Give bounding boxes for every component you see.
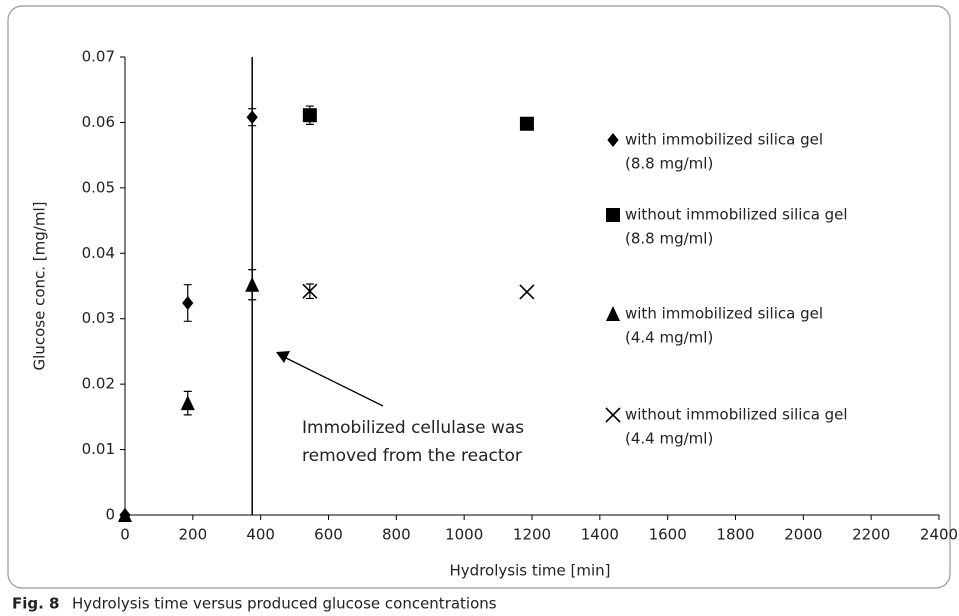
- y-tick-label: 0.07: [82, 48, 115, 66]
- x-tick-label: 1200: [513, 526, 551, 544]
- marker: [519, 284, 535, 300]
- legend-note: (8.8 mg/ml): [625, 230, 713, 248]
- annotation: Immobilized cellulase was: [302, 418, 524, 438]
- marker: [302, 283, 318, 299]
- arrow-head: [276, 351, 290, 363]
- marker: [302, 108, 317, 123]
- y-tick-label: 0.04: [82, 244, 115, 262]
- legend-marker: [607, 133, 619, 147]
- annotation-arrow: [285, 357, 384, 407]
- x-tick-label: 800: [382, 526, 411, 544]
- y-tick-label: 0.06: [82, 113, 115, 131]
- legend-label: without immobilized silica gel: [625, 406, 848, 424]
- x-tick-label: 2000: [784, 526, 822, 544]
- marker: [245, 276, 260, 292]
- marker: [118, 507, 132, 522]
- x-tick-label: 1800: [716, 526, 754, 544]
- marker: [246, 110, 258, 125]
- x-axis-title: Hydrolysis time [min]: [450, 562, 611, 580]
- legend-note: (4.4 mg/ml): [625, 329, 713, 347]
- frame: [7, 5, 951, 589]
- x-tick-label: 200: [179, 526, 208, 544]
- x-tick-label: 0: [120, 526, 130, 544]
- annotation: removed from the reactor: [302, 446, 522, 466]
- legend-label: with immobilized silica gel: [625, 131, 823, 149]
- y-tick-label: 0: [105, 506, 115, 524]
- legend-marker: [606, 208, 620, 222]
- legend-note: (8.8 mg/ml): [625, 155, 713, 173]
- legend-label: with immobilized silica gel: [625, 305, 823, 323]
- legend-label: without immobilized silica gel: [625, 206, 848, 224]
- y-tick-label: 0.03: [82, 309, 115, 327]
- y-axis-title: Glucose conc. [mg/ml]: [31, 202, 49, 371]
- y-tick-label: 0.01: [82, 440, 115, 458]
- marker: [180, 395, 195, 411]
- x-tick-label: 2400: [920, 526, 958, 544]
- x-tick-label: 1600: [649, 526, 687, 544]
- marker: [182, 296, 194, 311]
- legend-marker: [605, 407, 621, 423]
- marker: [519, 116, 534, 131]
- y-tick-label: 0.05: [82, 178, 115, 196]
- legend-note: (4.4 mg/ml): [625, 430, 713, 448]
- x-tick-label: 1000: [445, 526, 483, 544]
- x-tick-label: 2200: [852, 526, 890, 544]
- caption-text: Hydrolysis time versus produced glucose …: [72, 595, 497, 613]
- legend-marker: [606, 306, 620, 321]
- x-tick-label: 1400: [581, 526, 619, 544]
- x-tick-label: 600: [314, 526, 343, 544]
- y-tick-label: 0.02: [82, 375, 115, 393]
- x-tick-label: 400: [246, 526, 275, 544]
- caption-label: Fig. 8: [12, 595, 59, 613]
